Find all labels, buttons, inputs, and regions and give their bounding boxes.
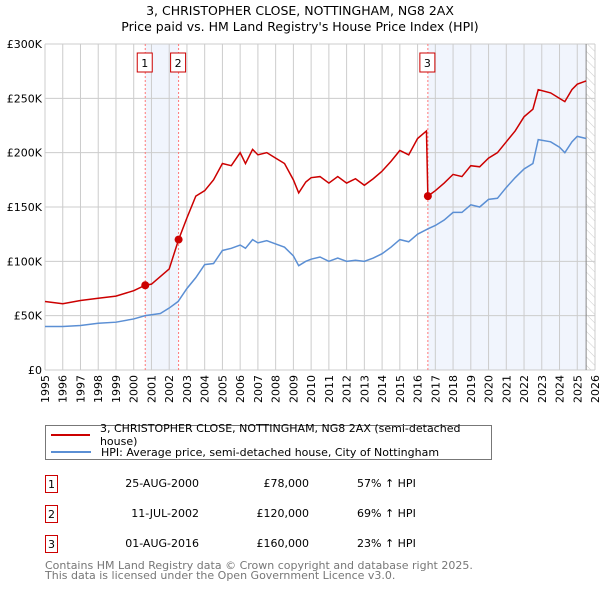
x-tick-label: 2024: [554, 375, 567, 403]
x-tick-label: 2026: [589, 375, 600, 403]
x-tick-label: 2002: [163, 375, 176, 403]
x-tick-label: 2016: [412, 375, 425, 403]
x-tick-label: 2015: [394, 375, 407, 403]
sale-row: 3 01-AUG-2016 £160,000 23% ↑ HPI: [45, 535, 445, 555]
sale-date: 25-AUG-2000: [125, 477, 199, 490]
x-tick-label: 2013: [358, 375, 371, 403]
x-tick-label: 2017: [429, 375, 442, 403]
x-tick-label: 2000: [128, 375, 141, 403]
x-tick-label: 1995: [39, 375, 52, 403]
y-tick-label: £300K: [7, 38, 43, 51]
x-tick-label: 2004: [199, 375, 212, 403]
legend-item-hpi: HPI: Average price, semi-detached house,…: [51, 444, 439, 460]
sale-badge: 2: [45, 505, 58, 523]
x-tick-label: 2005: [216, 375, 229, 403]
sale-label-box: [136, 52, 153, 73]
sale-date: 01-AUG-2016: [125, 537, 199, 550]
x-tick-label: 2009: [287, 375, 300, 403]
legend: 3, CHRISTOPHER CLOSE, NOTTINGHAM, NG8 2A…: [45, 422, 492, 460]
sale-label: 2: [175, 57, 182, 70]
x-tick-label: 1997: [74, 375, 87, 403]
sale-point: [141, 281, 150, 290]
sale-hpi-diff: 69% ↑ HPI: [357, 507, 416, 520]
x-tick-label: 2012: [341, 375, 354, 403]
blue-line-swatch: [51, 451, 91, 453]
x-tick-label: 2018: [447, 375, 460, 403]
x-tick-label: 2011: [323, 375, 336, 403]
y-tick-label: £100K: [7, 255, 43, 268]
y-tick-label: £250K: [7, 92, 43, 105]
sale-row: 1 25-AUG-2000 £78,000 57% ↑ HPI: [45, 475, 445, 495]
sale-point: [423, 192, 432, 201]
chart-title: 3, CHRISTOPHER CLOSE, NOTTINGHAM, NG8 2A…: [146, 3, 454, 18]
series-line: [45, 135, 587, 328]
x-tick-label: 2021: [500, 375, 513, 403]
x-tick-label: 2014: [376, 375, 389, 403]
sale-label-box: [170, 52, 187, 73]
red-line-swatch: [51, 434, 90, 436]
x-tick-label: 1996: [57, 375, 70, 403]
sale-badge: 1: [45, 475, 58, 493]
sale-label: 3: [424, 57, 431, 70]
x-tick-label: 1999: [110, 375, 123, 403]
sale-price: £120,000: [256, 507, 310, 520]
y-tick-label: £0: [28, 364, 42, 377]
sale-label: 1: [141, 57, 148, 70]
x-tick-label: 2020: [483, 375, 496, 403]
footer-line-2: This data is licensed under the Open Gov…: [45, 569, 396, 582]
x-tick-label: 2003: [181, 375, 194, 403]
x-tick-label: 2010: [305, 375, 318, 403]
legend-label: 3, CHRISTOPHER CLOSE, NOTTINGHAM, NG8 2A…: [99, 422, 461, 448]
y-tick-label: £200K: [7, 147, 43, 160]
x-tick-label: 2008: [270, 375, 283, 403]
legend-item-property: 3, CHRISTOPHER CLOSE, NOTTINGHAM, NG8 2A…: [51, 422, 491, 448]
sale-date: 11-JUL-2002: [131, 507, 199, 520]
x-tick-label: 2006: [234, 375, 247, 403]
chart: 1995 1996 1997 1998 1999 2000 2001 2002 2003 2004…: [7, 38, 600, 403]
sale-price: £160,000: [256, 537, 310, 550]
sale-point: [174, 235, 183, 244]
sale-price: £78,000: [263, 477, 310, 490]
chart-subtitle: Price paid vs. HM Land Registry's House …: [121, 19, 479, 34]
y-tick-label: £150K: [7, 201, 43, 214]
sale-hpi-diff: 57% ↑ HPI: [357, 477, 416, 490]
x-tick-label: 2001: [145, 375, 158, 403]
x-tick-label: 2023: [536, 375, 549, 403]
x-tick-label: 2025: [571, 375, 584, 403]
x-tick-label: 2007: [252, 375, 265, 403]
sale-row: 2 11-JUL-2002 £120,000 69% ↑ HPI: [45, 505, 445, 525]
x-tick-label: 2019: [465, 375, 478, 403]
sale-hpi-diff: 23% ↑ HPI: [357, 537, 416, 550]
legend-label: HPI: Average price, semi-detached house,…: [101, 445, 440, 459]
sale-badge: 3: [45, 535, 58, 553]
x-tick-label: 1998: [92, 375, 105, 403]
y-tick-label: £50K: [14, 310, 43, 323]
x-tick-label: 2022: [518, 375, 531, 403]
footer-line-1: Contains HM Land Registry data © Crown c…: [45, 559, 473, 572]
sale-label-box: [419, 52, 436, 73]
